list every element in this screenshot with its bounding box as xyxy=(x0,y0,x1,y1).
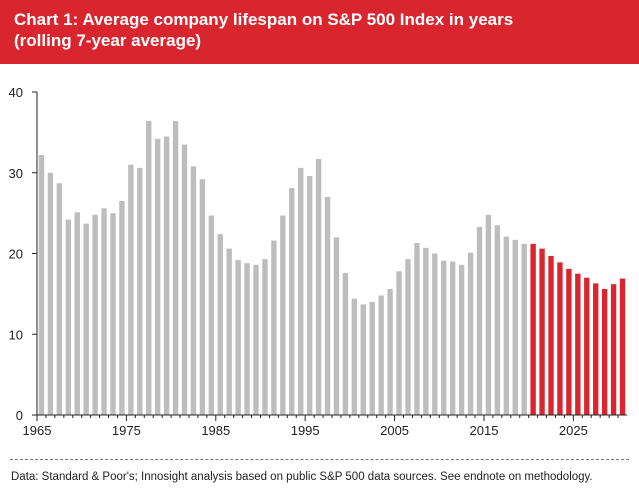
bar-2015 xyxy=(485,214,492,415)
bar-2005 xyxy=(396,271,402,415)
bar-1974 xyxy=(119,201,125,415)
bar-1986 xyxy=(226,248,232,415)
bar-2025 xyxy=(575,273,581,415)
y-tick-label: 40 xyxy=(9,85,23,100)
x-tick-label: 2025 xyxy=(559,423,588,438)
bar-2011 xyxy=(450,261,456,415)
bar-2021 xyxy=(539,248,545,415)
x-tick-label: 1965 xyxy=(23,423,52,438)
bar-1983 xyxy=(199,179,206,415)
x-tick-label: 1985 xyxy=(201,423,230,438)
bar-2017 xyxy=(503,236,509,415)
y-tick-label: 20 xyxy=(9,247,23,262)
footer-divider xyxy=(10,459,629,460)
chart-title-line1: Chart 1: Average company lifespan on S&P… xyxy=(14,10,514,29)
bar-1967 xyxy=(56,183,63,415)
x-axis: 1965 1975 1985 1995 2005 2015 2025 xyxy=(23,414,627,438)
bar-1981 xyxy=(181,144,188,416)
bar-1996 xyxy=(315,159,322,415)
bar-2020 xyxy=(530,243,536,415)
bar-2007 xyxy=(414,243,420,415)
bar-chart: 0 10 20 30 40 1965 1975 1985 1995 2005 2015 2025 xyxy=(9,85,627,438)
bar-1975 xyxy=(128,164,134,415)
bar-1969 xyxy=(74,212,80,415)
bar-1994 xyxy=(298,167,304,415)
bar-1988 xyxy=(244,263,250,415)
bar-2012 xyxy=(458,264,465,415)
bar-2022 xyxy=(548,255,554,415)
bar-2010 xyxy=(441,260,447,415)
chart-header: Chart 1: Average company lifespan on S&P… xyxy=(0,0,639,64)
bar-2023 xyxy=(557,262,563,415)
bar-2002 xyxy=(369,301,375,415)
bar-1999 xyxy=(342,272,349,415)
chart-title-line2: (rolling 7-year average) xyxy=(14,31,202,50)
bar-1993 xyxy=(289,188,295,415)
bar-1990 xyxy=(262,259,268,415)
bar-1979 xyxy=(163,136,170,415)
bar-1971 xyxy=(92,214,98,415)
bar-1982 xyxy=(190,166,197,415)
x-tick-label: 2005 xyxy=(380,423,409,438)
y-tick-label: 10 xyxy=(9,327,23,342)
bar-1977 xyxy=(146,121,152,415)
x-tick-label: 1975 xyxy=(112,423,141,438)
bar-1997 xyxy=(324,196,331,415)
bar-2013 xyxy=(467,252,474,415)
bar-1991 xyxy=(271,240,277,415)
bars-group xyxy=(38,121,626,416)
bar-2018 xyxy=(512,239,518,415)
bar-2003 xyxy=(378,295,384,415)
bar-2001 xyxy=(360,304,366,415)
bar-1980 xyxy=(172,121,179,415)
bar-2029 xyxy=(610,284,617,415)
bar-1966 xyxy=(47,172,54,415)
bar-2030 xyxy=(619,278,626,415)
bar-1973 xyxy=(110,213,116,415)
y-axis: 0 10 20 30 40 xyxy=(9,85,38,423)
bar-2006 xyxy=(405,259,411,415)
x-tick-label: 2015 xyxy=(470,423,499,438)
chart-title: Chart 1: Average company lifespan on S&P… xyxy=(14,9,625,51)
bar-1976 xyxy=(137,167,143,415)
bar-1985 xyxy=(217,234,223,415)
bar-1998 xyxy=(333,237,340,415)
bar-1965 xyxy=(38,154,45,416)
bar-1992 xyxy=(280,215,286,415)
bar-2009 xyxy=(432,253,438,415)
bar-1970 xyxy=(83,223,89,415)
bar-2004 xyxy=(387,289,393,415)
bar-1978 xyxy=(155,138,161,415)
bar-2024 xyxy=(566,268,572,415)
y-tick-label: 30 xyxy=(9,166,23,181)
bar-2027 xyxy=(593,283,599,415)
bar-1995 xyxy=(306,175,313,415)
bar-2019 xyxy=(521,243,527,415)
bar-2008 xyxy=(423,247,429,415)
bar-2000 xyxy=(351,298,358,415)
y-tick-label: 0 xyxy=(16,408,23,423)
x-tick-label: 1995 xyxy=(291,423,320,438)
bar-1987 xyxy=(235,259,241,415)
bar-2014 xyxy=(476,226,483,415)
bar-2026 xyxy=(584,277,590,415)
bar-2028 xyxy=(601,289,608,415)
bar-2016 xyxy=(494,225,501,415)
bar-1989 xyxy=(253,264,259,415)
bar-1984 xyxy=(208,215,214,415)
bar-1968 xyxy=(65,219,71,415)
source-note: Data: Standard & Poor's; Innosight analy… xyxy=(11,471,593,483)
bar-1972 xyxy=(101,208,107,415)
